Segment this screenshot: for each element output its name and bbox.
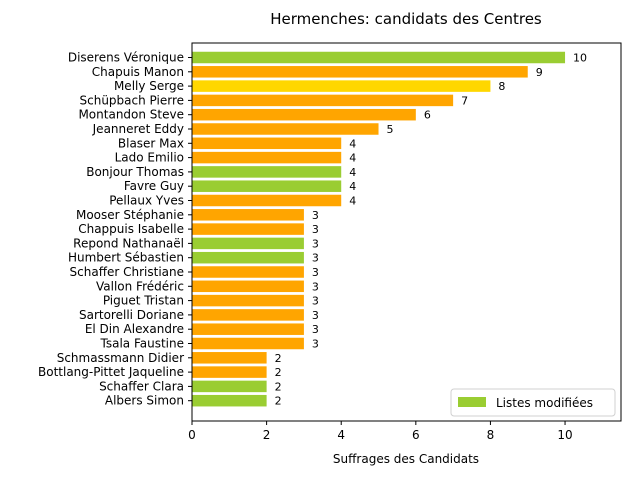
y-tick-label: Chapuis Manon	[92, 65, 184, 79]
y-tick-label: Schüpbach Pierre	[80, 93, 185, 107]
y-tick-label: Repond Nathanaël	[73, 236, 184, 250]
y-tick-label: Blaser Max	[118, 136, 184, 150]
bar	[192, 137, 342, 150]
bar	[192, 209, 304, 221]
bar	[192, 194, 342, 207]
data-label: 4	[349, 195, 356, 208]
bar	[192, 237, 304, 250]
data-label: 4	[349, 137, 356, 150]
bar	[192, 366, 267, 378]
bars-layer	[192, 51, 566, 407]
bar	[192, 223, 304, 235]
y-tick-label: Piguet Tristan	[103, 294, 184, 308]
data-label: 10	[573, 52, 587, 65]
data-label: 2	[275, 352, 282, 365]
data-label: 3	[312, 223, 319, 236]
bar	[192, 123, 379, 135]
y-tick-label: Schaffer Christiane	[70, 265, 184, 279]
x-tick-label: 2	[263, 428, 271, 442]
x-tick-label: 0	[188, 428, 196, 442]
bar	[192, 323, 304, 335]
y-tick-label: Tsala Faustine	[100, 337, 185, 351]
data-label: 6	[424, 109, 431, 122]
data-label: 3	[312, 209, 319, 222]
x-tick-label: 4	[337, 428, 345, 442]
x-tick-label: 6	[412, 428, 420, 442]
bar	[192, 166, 342, 178]
x-tick-label: 8	[487, 428, 495, 442]
data-label: 7	[461, 94, 468, 107]
y-tick-label: Sartorelli Doriane	[79, 308, 184, 322]
data-label: 2	[275, 380, 282, 393]
bar	[192, 94, 454, 107]
data-label: 9	[536, 66, 543, 79]
bar	[192, 108, 416, 121]
bar	[192, 66, 528, 78]
bar	[192, 294, 304, 307]
y-tick-label: Mooser Stéphanie	[76, 208, 184, 222]
y-tick-label: Schmassmann Didier	[57, 351, 184, 365]
bar	[192, 180, 342, 192]
x-axis-label: Suffrages des Candidats	[333, 452, 479, 466]
x-axis-ticks: 0 2 4 6 8 10	[188, 421, 573, 442]
legend-label: Listes modifiées	[496, 396, 593, 410]
x-tick-label: 10	[557, 428, 572, 442]
data-label: 3	[312, 237, 319, 250]
axes-frame	[191, 42, 622, 422]
y-tick-label: Chappuis Isabelle	[78, 222, 184, 236]
y-tick-label: Melly Serge	[114, 79, 184, 93]
legend-swatch	[458, 397, 486, 407]
y-tick-label: Montandon Steve	[78, 108, 184, 122]
data-label: 4	[349, 180, 356, 193]
bar	[192, 380, 267, 393]
y-tick-label: Vallon Frédéric	[96, 279, 184, 293]
y-tick-label: Diserens Véronique	[68, 51, 184, 65]
data-label: 8	[498, 80, 505, 93]
y-tick-label: Bottlang-Pittet Jaqueline	[38, 365, 184, 379]
legend: Listes modifiées	[450, 388, 616, 417]
bar	[192, 251, 304, 264]
chart-title: Hermenches: candidats des Centres	[270, 10, 542, 28]
data-label: 2	[275, 366, 282, 379]
data-label: 3	[312, 309, 319, 322]
bar	[192, 80, 491, 92]
bar	[192, 280, 304, 293]
data-label: 5	[387, 123, 394, 136]
y-tick-label: Albers Simon	[105, 394, 184, 408]
y-tick-label: Jeanneret Eddy	[92, 122, 184, 136]
legend-frame	[450, 388, 616, 417]
y-tick-label: Pellaux Yves	[109, 194, 184, 208]
data-label: 3	[312, 323, 319, 336]
y-tick-label: Bonjour Thomas	[86, 165, 184, 179]
data-label: 3	[312, 266, 319, 279]
y-tick-label: El Din Alexandre	[85, 322, 184, 336]
data-label: 3	[312, 252, 319, 265]
y-tick-label: Schaffer Clara	[99, 379, 184, 393]
data-label: 4	[349, 166, 356, 179]
bar	[192, 352, 267, 364]
data-label: 2	[275, 395, 282, 408]
data-label: 4	[349, 152, 356, 165]
data-label: 3	[312, 338, 319, 351]
bar	[192, 266, 304, 278]
data-label: 3	[312, 280, 319, 293]
y-tick-label: Favre Guy	[124, 179, 184, 193]
bar	[192, 151, 342, 164]
bar	[192, 51, 566, 64]
y-tick-label: Humbert Sébastien	[68, 251, 184, 265]
data-label: 3	[312, 295, 319, 308]
bar	[192, 337, 304, 350]
y-tick-label: Lado Emilio	[115, 151, 184, 165]
bar	[192, 394, 267, 407]
bar	[192, 309, 304, 321]
